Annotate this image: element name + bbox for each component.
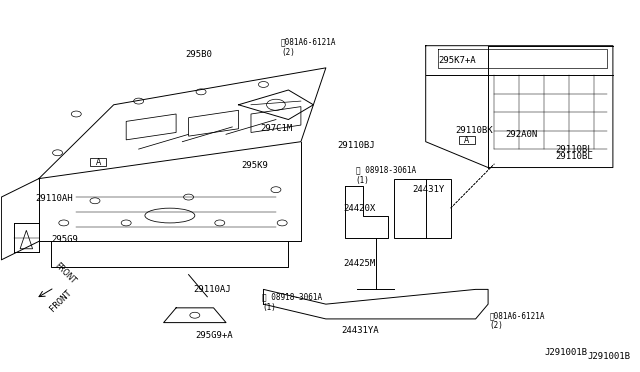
- Text: A: A: [464, 136, 470, 145]
- Text: FRONT: FRONT: [48, 288, 74, 313]
- Text: Ⓑ081A6-6121A
(2): Ⓑ081A6-6121A (2): [490, 311, 545, 330]
- Text: 295B0: 295B0: [186, 51, 212, 60]
- Text: J291001B: J291001B: [588, 352, 631, 361]
- Text: 24431YA: 24431YA: [342, 326, 379, 335]
- Text: 29110AJ: 29110AJ: [193, 285, 231, 294]
- Text: 295K7+A: 295K7+A: [438, 56, 476, 65]
- Text: 29110AH: 29110AH: [36, 195, 74, 203]
- Text: 24425M: 24425M: [343, 259, 376, 268]
- Text: 295K9: 295K9: [242, 161, 269, 170]
- Text: 295G9: 295G9: [51, 235, 78, 244]
- Text: 292A0N: 292A0N: [506, 130, 538, 139]
- Text: 29110BJ: 29110BJ: [337, 141, 374, 150]
- Text: 29110BL: 29110BL: [556, 152, 593, 161]
- Text: 24431Y: 24431Y: [412, 185, 444, 194]
- Text: 297C1M: 297C1M: [260, 124, 292, 133]
- Text: 29110BL: 29110BL: [556, 145, 593, 154]
- Text: 24420X: 24420X: [343, 203, 376, 213]
- Text: Ⓝ 08918-3061A
(1): Ⓝ 08918-3061A (1): [262, 293, 323, 312]
- Text: J291001B: J291001B: [545, 347, 588, 357]
- Text: Ⓑ081A6-6121A
(2): Ⓑ081A6-6121A (2): [281, 38, 337, 57]
- Text: A: A: [95, 157, 100, 167]
- Text: Ⓝ 08918-3061A
(1): Ⓝ 08918-3061A (1): [356, 165, 416, 185]
- Text: FRONT: FRONT: [53, 261, 78, 286]
- Text: 29110BK: 29110BK: [456, 126, 493, 135]
- Text: 295G9+A: 295G9+A: [195, 331, 232, 340]
